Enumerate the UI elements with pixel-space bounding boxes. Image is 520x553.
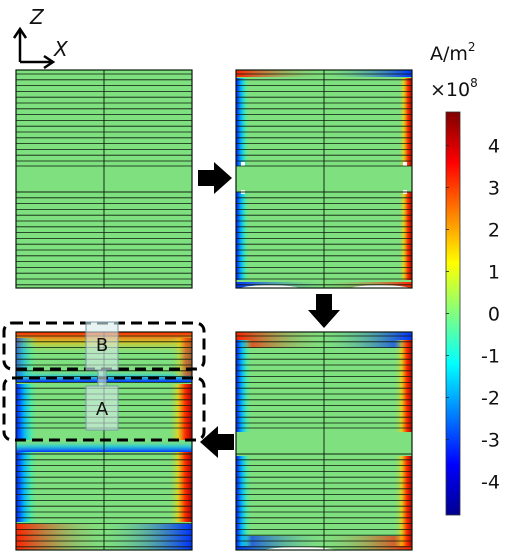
x-axis-arrow — [20, 54, 56, 70]
x-axis-label: X — [53, 37, 69, 61]
colorbar-tick-label: 2 — [488, 220, 500, 242]
panel-border — [235, 69, 413, 289]
panel-bottom-left: B A — [2, 321, 206, 551]
panel-stripes — [236, 332, 412, 550]
panel-border — [15, 69, 193, 289]
z-axis-arrow — [12, 26, 28, 62]
colorbar-tick-label: -2 — [481, 387, 500, 409]
panel-top-right — [235, 69, 413, 289]
arrow-down — [308, 294, 340, 328]
colorbar-tick-label: -4 — [481, 471, 500, 493]
arrow-left — [200, 426, 234, 458]
panel-stripes — [16, 70, 192, 288]
colorbar-scale-exponent: 8 — [470, 76, 478, 90]
colorbar-tick-label: 3 — [488, 178, 500, 200]
panel-top-left — [15, 69, 193, 289]
panel-stripes — [236, 70, 412, 288]
region-b-label: B — [96, 335, 108, 356]
arrow-right — [198, 162, 232, 194]
colorbar-tick-label: 0 — [488, 304, 500, 326]
colorbar-scale-base: ×10 — [430, 79, 470, 101]
colorbar-tick-label: 4 — [488, 136, 500, 158]
colorbar-tick-label: -3 — [481, 429, 500, 451]
colorbar-tick-label: 1 — [488, 262, 500, 284]
colorbar-unit-base: A/m — [430, 43, 468, 65]
region-a-label: A — [96, 399, 109, 420]
region-b-marker — [85, 321, 119, 371]
colorbar-scale: ×108 — [430, 76, 478, 101]
panel-bottom-right — [235, 331, 413, 551]
region-connector — [97, 369, 107, 387]
colorbar-unit: A/m2 — [430, 40, 476, 65]
axes-indicator: Z X — [12, 5, 69, 70]
colorbar-ticks: 4 3 2 1 0 -1 -2 -3 -4 — [446, 136, 500, 493]
colorbar-tick-label: -1 — [481, 345, 500, 367]
colorbar-unit-exponent: 2 — [468, 40, 476, 54]
z-axis-label: Z — [29, 5, 45, 29]
panel-border — [235, 331, 413, 551]
